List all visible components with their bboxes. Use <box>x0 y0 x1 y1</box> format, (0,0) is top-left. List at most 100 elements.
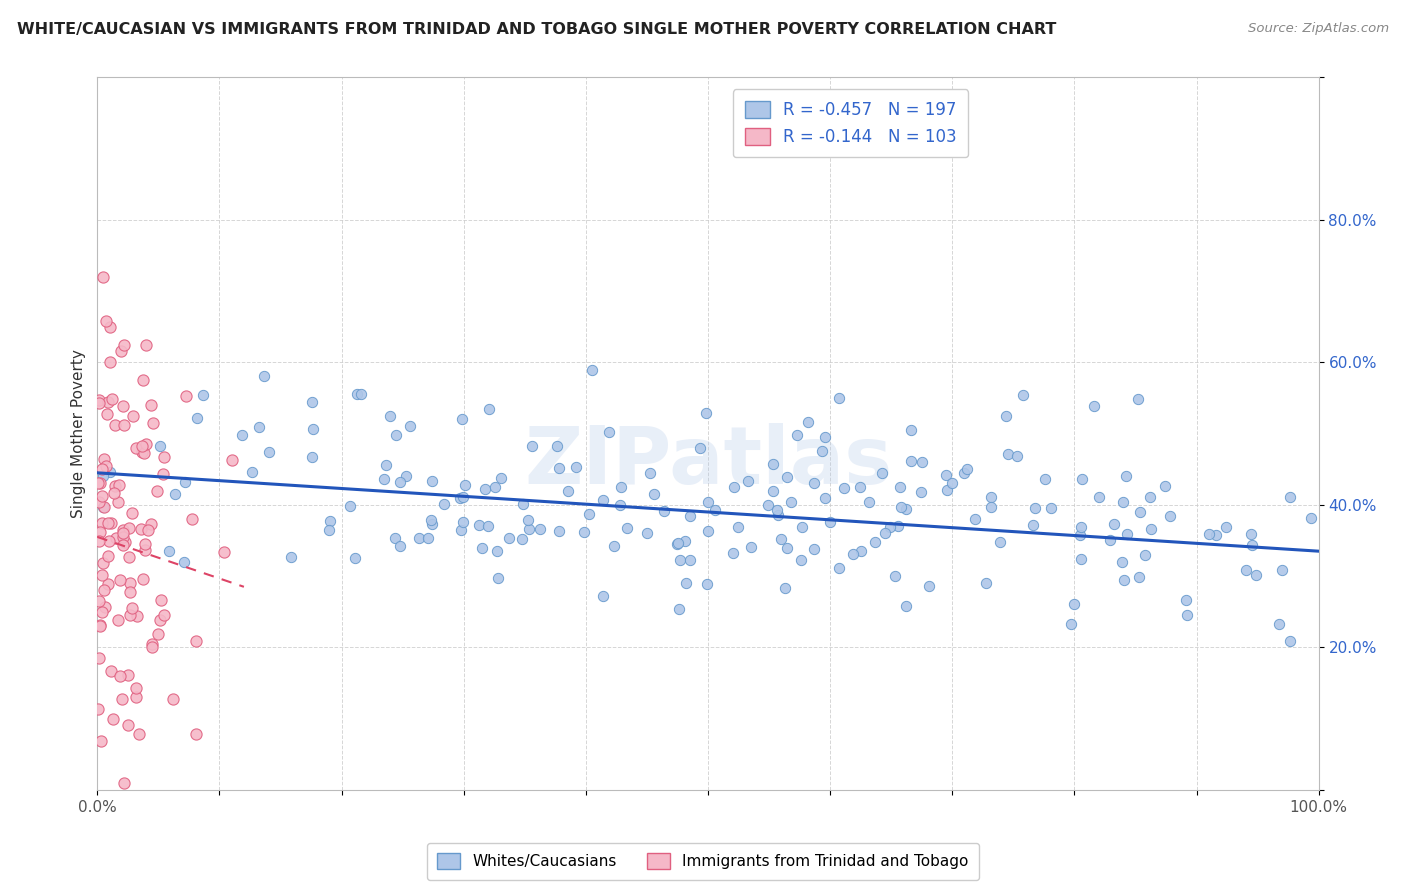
Legend: Whites/Caucasians, Immigrants from Trinidad and Tobago: Whites/Caucasians, Immigrants from Trini… <box>426 843 980 880</box>
Point <box>87 396 110 410</box>
Point <box>529 522 551 536</box>
Point <box>889 479 911 493</box>
Point <box>652 504 675 518</box>
Point <box>125 690 148 705</box>
Point <box>1112 495 1135 509</box>
Point <box>1102 516 1125 531</box>
Point <box>118 550 141 565</box>
Point <box>129 522 152 536</box>
Point <box>572 524 595 539</box>
Point <box>89 533 111 548</box>
Point <box>125 441 148 455</box>
Point <box>186 634 208 648</box>
Point <box>1083 399 1105 413</box>
Point <box>173 555 195 569</box>
Point <box>388 475 411 489</box>
Point <box>91 556 114 570</box>
Point <box>148 627 170 641</box>
Point <box>980 500 1002 515</box>
Point <box>696 576 718 591</box>
Point <box>1024 501 1046 516</box>
Point <box>150 593 173 607</box>
Point <box>512 497 534 511</box>
Point <box>117 668 139 682</box>
Point <box>598 425 620 439</box>
Point <box>191 388 214 402</box>
Point <box>935 467 957 482</box>
Point <box>101 712 124 726</box>
Point <box>384 531 406 545</box>
Point <box>141 398 163 412</box>
Point <box>517 522 540 536</box>
Point <box>253 369 276 384</box>
Point <box>994 409 1017 423</box>
Point <box>790 520 813 534</box>
Point <box>675 576 697 591</box>
Point <box>128 727 150 741</box>
Point <box>162 692 184 706</box>
Point <box>609 480 631 494</box>
Point <box>173 475 195 490</box>
Point <box>97 534 120 549</box>
Point <box>887 519 910 533</box>
Point <box>1268 616 1291 631</box>
Point <box>766 503 789 517</box>
Point <box>1128 570 1150 584</box>
Point <box>141 636 163 650</box>
Point <box>820 515 842 529</box>
Point <box>89 618 111 632</box>
Point <box>373 472 395 486</box>
Point <box>132 572 155 586</box>
Point <box>640 466 662 480</box>
Point <box>1070 472 1092 486</box>
Point <box>879 520 901 534</box>
Point <box>1070 520 1092 534</box>
Point <box>1278 633 1301 648</box>
Point <box>98 319 121 334</box>
Point <box>762 457 785 471</box>
Point <box>135 437 157 451</box>
Point <box>221 453 243 467</box>
Point <box>936 483 959 497</box>
Point <box>762 483 785 498</box>
Point <box>592 589 614 603</box>
Point <box>125 681 148 696</box>
Point <box>477 519 499 533</box>
Point <box>565 460 588 475</box>
Point <box>121 506 143 520</box>
Point <box>93 269 115 284</box>
Point <box>301 450 323 464</box>
Point <box>120 576 142 591</box>
Point <box>89 525 111 540</box>
Point <box>112 418 135 433</box>
Point <box>997 446 1019 460</box>
Point <box>149 613 172 627</box>
Point <box>339 499 361 513</box>
Point <box>107 495 129 509</box>
Point <box>478 402 501 417</box>
Point <box>97 516 120 531</box>
Point <box>131 444 153 458</box>
Point <box>108 669 131 683</box>
Point <box>517 513 540 527</box>
Point <box>758 499 780 513</box>
Point <box>828 561 851 575</box>
Point <box>96 408 118 422</box>
Point <box>1139 490 1161 504</box>
Point <box>780 495 803 509</box>
Point <box>1271 563 1294 577</box>
Point <box>301 395 323 409</box>
Point <box>673 534 696 549</box>
Point <box>813 429 835 443</box>
Point <box>350 387 373 401</box>
Point <box>107 613 129 627</box>
Point <box>786 428 808 442</box>
Point <box>112 525 135 540</box>
Point <box>139 516 162 531</box>
Point <box>418 531 440 545</box>
Point <box>125 608 148 623</box>
Point <box>346 386 368 401</box>
Point <box>1088 491 1111 505</box>
Point <box>96 549 118 563</box>
Point <box>723 479 745 493</box>
